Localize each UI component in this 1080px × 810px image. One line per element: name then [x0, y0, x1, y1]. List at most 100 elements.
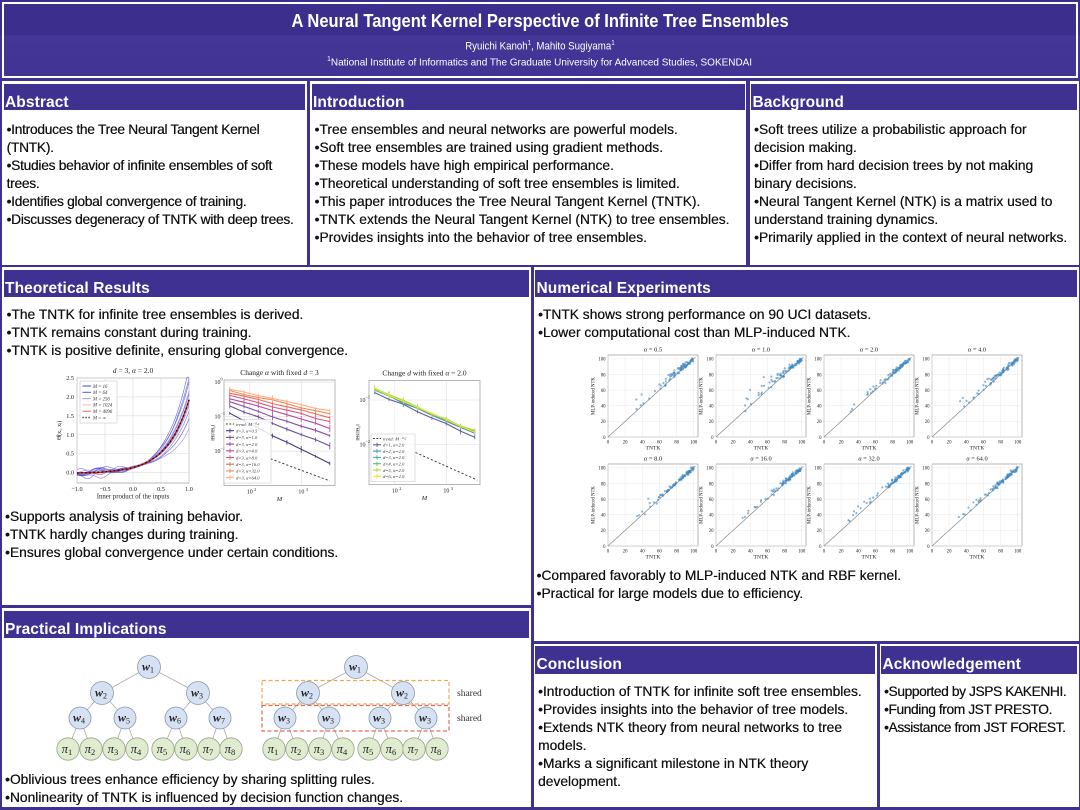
- svg-text:0: 0: [930, 549, 933, 554]
- svg-text:80: 80: [890, 440, 895, 445]
- svg-text:0: 0: [819, 544, 822, 549]
- svg-text:20: 20: [816, 420, 821, 425]
- svg-text:M = 1024: M = 1024: [92, 403, 113, 408]
- svg-text:10: 10: [359, 398, 365, 404]
- svg-text:100: 100: [798, 440, 806, 445]
- svg-text:0: 0: [714, 549, 717, 554]
- svg-text:10: 10: [214, 449, 220, 455]
- svg-text:100: 100: [906, 549, 914, 554]
- svg-text:40: 40: [600, 404, 605, 409]
- svg-text:π4: π4: [337, 742, 348, 757]
- svg-text:40: 40: [708, 513, 713, 518]
- svg-text:0.0: 0.0: [66, 469, 74, 476]
- svg-text:100: 100: [906, 440, 914, 445]
- svg-text:M = 64: M = 64: [92, 391, 108, 396]
- svg-text:shared: shared: [457, 689, 482, 699]
- svg-text:d=3, α=16.0: d=3, α=16.0: [236, 462, 260, 468]
- svg-text:α = 8.0: α = 8.0: [643, 455, 661, 462]
- svg-text:10: 10: [391, 488, 397, 494]
- svg-text:0.0: 0.0: [129, 486, 137, 493]
- svg-text:20: 20: [708, 420, 713, 425]
- svg-text:80: 80: [600, 373, 605, 378]
- svg-text:60: 60: [873, 549, 878, 554]
- svg-text:trend: M⁻⁰⋅⁵: trend: M⁻⁰⋅⁵: [383, 436, 407, 441]
- svg-text:π4: π4: [131, 742, 142, 757]
- svg-text:d=3, α=32.0: d=3, α=32.0: [236, 468, 260, 474]
- svg-text:MLP-induced NTK: MLP-induced NTK: [591, 485, 596, 523]
- svg-text:−2: −2: [365, 439, 369, 444]
- svg-text:M: M: [420, 495, 427, 502]
- svg-text:2: 2: [399, 486, 401, 491]
- svg-text:Change d with fixed α = 2.0: Change d with fixed α = 2.0: [382, 368, 466, 377]
- svg-text:MLP-induced NTK: MLP-induced NTK: [699, 485, 704, 523]
- svg-text:60: 60: [708, 497, 713, 502]
- svg-text:80: 80: [674, 440, 679, 445]
- svg-text:d=3, α=8.0: d=3, α=8.0: [236, 455, 258, 461]
- svg-text:60: 60: [708, 388, 713, 393]
- svg-text:d=6, α=2.0: d=6, α=2.0: [383, 474, 405, 480]
- svg-text:40: 40: [855, 440, 860, 445]
- svg-text:60: 60: [600, 497, 605, 502]
- svg-text:π5: π5: [363, 742, 374, 757]
- svg-text:0: 0: [603, 544, 606, 549]
- svg-text:20: 20: [946, 440, 951, 445]
- svg-text:M = 256: M = 256: [92, 397, 110, 402]
- svg-text:α = 0.5: α = 0.5: [643, 346, 661, 353]
- svg-text:0: 0: [819, 435, 822, 440]
- svg-text:0: 0: [822, 440, 825, 445]
- svg-text:0: 0: [927, 435, 930, 440]
- svg-text:‖Θ‖/‖Θ₀‖: ‖Θ‖/‖Θ₀‖: [211, 424, 216, 441]
- svg-text:π7: π7: [203, 742, 214, 757]
- svg-text:60: 60: [924, 388, 929, 393]
- svg-text:40: 40: [963, 549, 968, 554]
- svg-text:20: 20: [708, 529, 713, 534]
- svg-text:MLP-induced NTK: MLP-induced NTK: [807, 485, 812, 523]
- svg-text:10: 10: [246, 489, 252, 495]
- svg-text:20: 20: [816, 529, 821, 534]
- svg-text:1.5: 1.5: [66, 413, 74, 420]
- svg-text:M: M: [275, 496, 282, 503]
- svg-text:1.0: 1.0: [66, 431, 74, 438]
- svg-text:d=3, α=1.0: d=3, α=1.0: [236, 435, 258, 441]
- svg-text:0: 0: [822, 549, 825, 554]
- svg-text:60: 60: [765, 440, 770, 445]
- svg-text:−0.5: −0.5: [99, 486, 110, 493]
- svg-text:TNTK: TNTK: [645, 554, 660, 560]
- svg-text:α = 4.0: α = 4.0: [967, 346, 985, 353]
- svg-text:40: 40: [708, 404, 713, 409]
- svg-text:MLP-induced NTK: MLP-induced NTK: [591, 376, 596, 414]
- svg-text:80: 80: [816, 373, 821, 378]
- svg-text:20: 20: [622, 549, 627, 554]
- svg-text:π6: π6: [180, 742, 191, 757]
- svg-text:d=3, α=64.0: d=3, α=64.0: [236, 475, 260, 481]
- svg-text:−1: −1: [220, 411, 224, 416]
- svg-text:TNTK: TNTK: [645, 445, 660, 451]
- svg-text:MLP-induced NTK: MLP-induced NTK: [915, 485, 920, 523]
- svg-text:0: 0: [711, 544, 714, 549]
- svg-text:100: 100: [598, 357, 606, 362]
- svg-text:60: 60: [981, 440, 986, 445]
- svg-text:d=3, α=0.5: d=3, α=0.5: [236, 428, 258, 434]
- svg-text:0: 0: [930, 440, 933, 445]
- svg-text:60: 60: [816, 497, 821, 502]
- svg-text:40: 40: [747, 549, 752, 554]
- svg-text:TNTK: TNTK: [861, 554, 876, 560]
- svg-text:3: 3: [450, 486, 452, 491]
- svg-text:40: 40: [816, 404, 821, 409]
- svg-text:60: 60: [657, 549, 662, 554]
- svg-text:40: 40: [816, 513, 821, 518]
- svg-text:80: 80: [816, 482, 821, 487]
- svg-text:40: 40: [600, 513, 605, 518]
- svg-text:TNTK: TNTK: [969, 445, 984, 451]
- svg-text:π1: π1: [268, 742, 279, 757]
- svg-text:π8: π8: [431, 742, 442, 757]
- svg-text:80: 80: [674, 549, 679, 554]
- svg-text:α = 1.0: α = 1.0: [751, 346, 769, 353]
- svg-text:100: 100: [922, 466, 930, 471]
- svg-text:20: 20: [622, 440, 627, 445]
- svg-text:α = 16.0: α = 16.0: [750, 455, 771, 462]
- svg-text:60: 60: [657, 440, 662, 445]
- svg-text:100: 100: [922, 357, 930, 362]
- svg-text:100: 100: [798, 549, 806, 554]
- svg-text:0.5: 0.5: [66, 450, 74, 457]
